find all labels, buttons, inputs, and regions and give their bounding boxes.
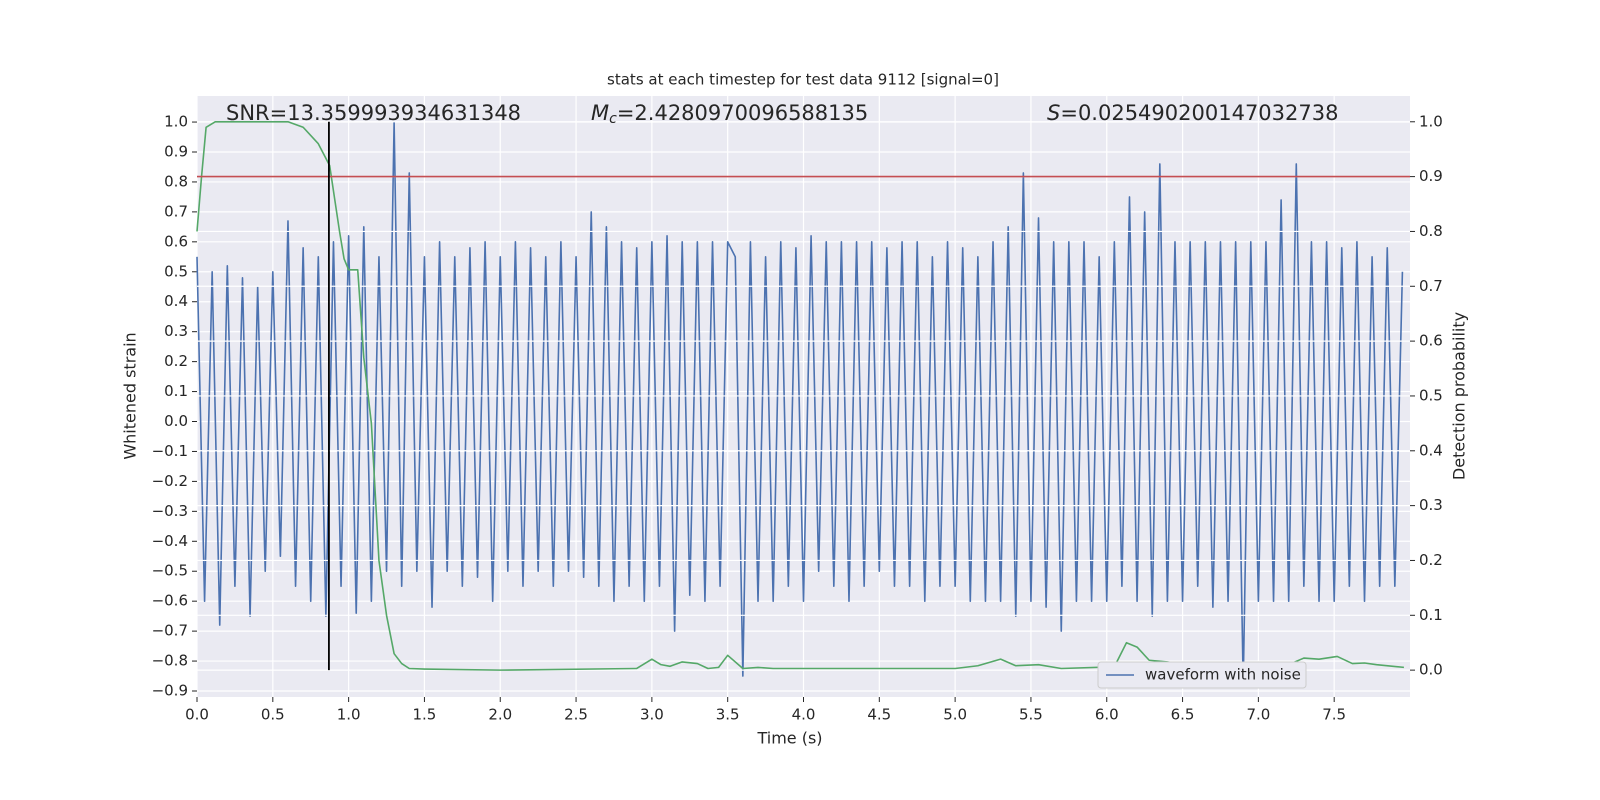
- annotation-text: =2.4280970096588135: [617, 101, 868, 125]
- y-tick-label: 0.3: [164, 322, 188, 340]
- chart-title: stats at each timestep for test data 911…: [607, 71, 999, 89]
- x-tick-label: 7.0: [1246, 706, 1270, 724]
- annotation-symbol: S: [1047, 101, 1060, 125]
- x-axis-label: Time (s): [756, 729, 822, 748]
- x-tick-label: 6.5: [1171, 706, 1195, 724]
- annotation: S=0.025490200147032738: [1047, 101, 1338, 125]
- series-line: [196, 121, 1404, 686]
- y-tick-label: −0.3: [152, 502, 188, 520]
- y2-axis-label: Detection probability: [1450, 312, 1469, 480]
- y2-tick-label: 0.8: [1419, 222, 1443, 240]
- y-tick-label: −0.4: [152, 532, 188, 550]
- legend-label: waveform with noise: [1145, 666, 1301, 684]
- y-tick-label: 0.0: [164, 412, 188, 430]
- x-tick-label: 0.5: [261, 706, 285, 724]
- annotation-symbol: M: [591, 101, 609, 125]
- y-tick-label: 0.6: [164, 232, 188, 250]
- x-tick-label: 3.5: [716, 706, 740, 724]
- x-tick-label: 2.0: [488, 706, 512, 724]
- y2-tick-label: 0.6: [1419, 332, 1443, 350]
- y-axis-label: Whitened strain: [121, 332, 140, 459]
- x-tick-label: 1.0: [337, 706, 361, 724]
- annotation-text: =0.025490200147032738: [1060, 101, 1338, 125]
- y2-tick-label: 0.4: [1419, 441, 1443, 459]
- x-tick-label: 0.0: [185, 706, 209, 724]
- x-tick-label: 5.0: [943, 706, 967, 724]
- y2-tick-label: 0.9: [1419, 167, 1443, 185]
- y2-tick-label: 0.7: [1419, 277, 1443, 295]
- annotation-text: SNR=13.359993934631348: [226, 101, 521, 125]
- y-tick-label: 0.5: [164, 262, 188, 280]
- x-tick-label: 4.5: [867, 706, 891, 724]
- y2-tick-label: 0.1: [1419, 606, 1443, 624]
- annotation: Mc=2.4280970096588135: [591, 101, 868, 127]
- y-tick-label: −0.5: [152, 562, 188, 580]
- y-tick-label: 1.0: [164, 113, 188, 131]
- y-tick-label: −0.8: [152, 652, 188, 670]
- annotation: SNR=13.359993934631348: [226, 101, 521, 125]
- x-tick-label: 2.5: [564, 706, 588, 724]
- y-tick-label: −0.6: [152, 592, 188, 610]
- x-tick-label: 5.5: [1019, 706, 1043, 724]
- y-tick-label: 0.9: [164, 142, 188, 160]
- x-tick-label: 1.5: [413, 706, 437, 724]
- y2-tick-label: 1.0: [1419, 112, 1443, 130]
- y-tick-label: −0.2: [152, 472, 188, 490]
- x-tick-label: 6.0: [1095, 706, 1119, 724]
- y-tick-label: 0.8: [164, 172, 188, 190]
- x-tick-label: 3.0: [640, 706, 664, 724]
- y-tick-label: 0.2: [164, 352, 188, 370]
- y2-tick-label: 0.2: [1419, 551, 1443, 569]
- y-tick-label: 0.7: [164, 202, 188, 220]
- y2-tick-label: 0.3: [1419, 496, 1443, 514]
- x-tick-label: 7.5: [1322, 706, 1346, 724]
- y-tick-label: −0.9: [152, 682, 188, 700]
- y-tick-label: −0.7: [152, 622, 188, 640]
- y-tick-label: −0.1: [152, 442, 188, 460]
- x-tick-label: 4.0: [792, 706, 816, 724]
- legend-box: [1097, 661, 1307, 689]
- y2-tick-label: 0.5: [1419, 386, 1443, 404]
- y-tick-label: 0.4: [164, 292, 188, 310]
- annotation-subscript: c: [609, 111, 617, 127]
- y2-tick-label: 0.0: [1419, 661, 1443, 679]
- y-tick-label: 0.1: [164, 382, 188, 400]
